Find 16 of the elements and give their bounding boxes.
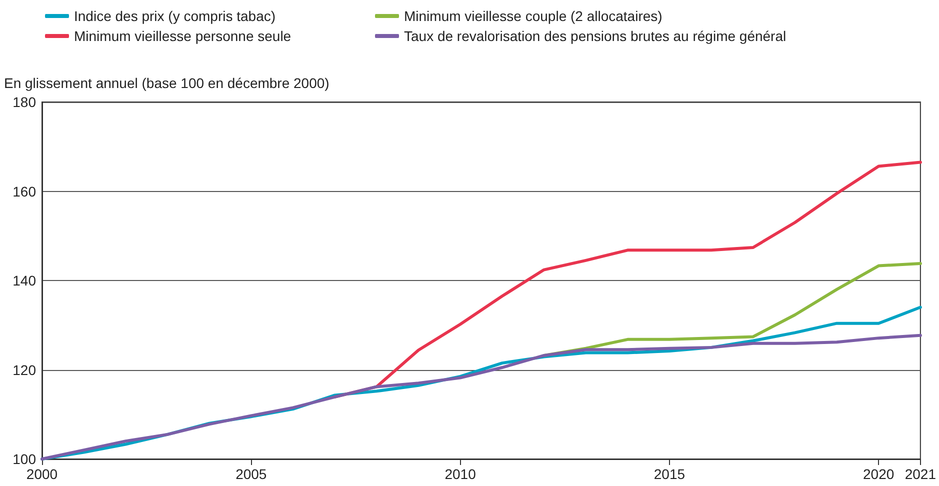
legend-label: Taux de revalorisation des pensions brutes au régime général	[404, 28, 786, 44]
x-tick-label: 2005	[236, 466, 267, 482]
y-tick-label: 100	[12, 451, 36, 467]
x-tick-label: 2015	[654, 466, 686, 482]
x-tick-label: 2021	[904, 466, 936, 482]
legend-label: Minimum vieillesse personne seule	[74, 28, 292, 44]
legend-label: Minimum vieillesse couple (2 allocataires)	[404, 8, 662, 24]
y-tick-label: 140	[12, 272, 36, 288]
x-tick-label: 2010	[444, 466, 476, 482]
x-tick-label: 2000	[26, 466, 58, 482]
legend-label: Indice des prix (y compris tabac)	[74, 8, 276, 24]
y-tick-label: 160	[12, 183, 36, 200]
y-tick-label: 120	[12, 362, 36, 378]
x-tick-label: 2020	[863, 466, 894, 482]
y-tick-label: 180	[12, 94, 36, 110]
y-axis-title: En glissement annuel (base 100 en décembre 2000)	[4, 75, 330, 91]
